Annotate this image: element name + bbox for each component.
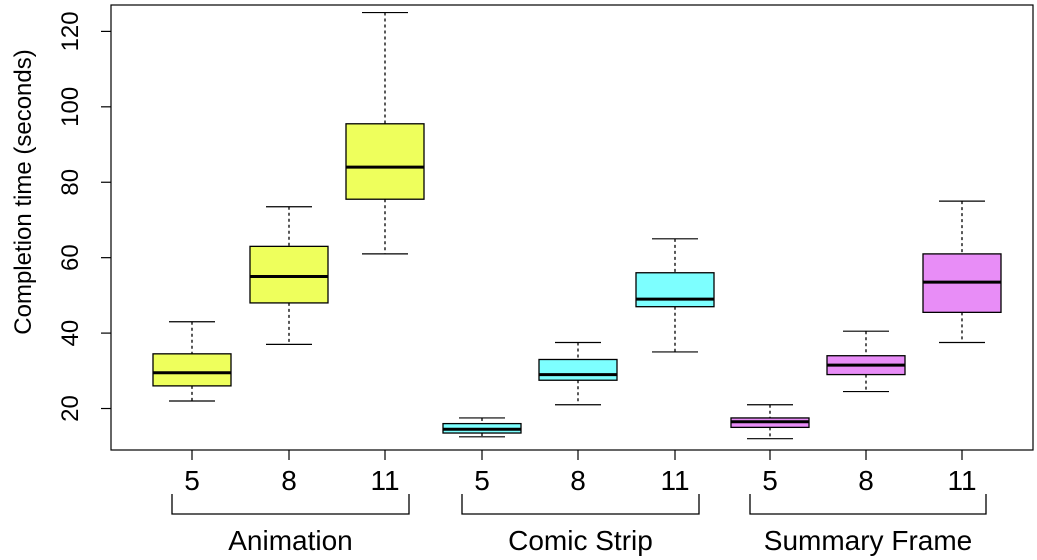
- box-animation-8: [249, 245, 329, 304]
- y-tick-label-120: 120: [57, 11, 84, 51]
- box-animation-11: [345, 123, 425, 200]
- bracket-summary-frame: [749, 494, 987, 515]
- y-axis: 20 40 60 80 100 120: [57, 11, 111, 422]
- x-tick-label-2-1: 8: [858, 465, 874, 496]
- y-tick-label-60: 60: [57, 244, 84, 271]
- x-tick-label-2-0: 5: [762, 465, 778, 496]
- group-brackets: Animation Comic Strip Summary Frame: [171, 494, 987, 556]
- plot-frame: [110, 4, 1034, 451]
- x-tick-label-2-2: 11: [947, 465, 976, 496]
- x-tick-label-0-0: 5: [184, 465, 200, 496]
- box-comic-strip-11: [635, 272, 715, 308]
- group-label-animation: Animation: [228, 525, 353, 556]
- x-axis-labels: 5 8 11 5 8 11 5 8 11: [184, 450, 977, 496]
- y-tick-label-100: 100: [57, 87, 84, 127]
- bracket-comic-strip: [461, 494, 700, 515]
- group-label-comic-strip: Comic Strip: [508, 525, 653, 556]
- box-series: [152, 11, 1002, 440]
- y-tick-label-40: 40: [57, 320, 84, 347]
- x-tick-label-1-1: 8: [570, 465, 586, 496]
- box-animation-5: [152, 353, 232, 387]
- group-label-summary-frame: Summary Frame: [764, 525, 972, 556]
- y-axis-label: Completion time (seconds): [10, 49, 37, 334]
- box-comic-strip-8: [538, 358, 618, 381]
- x-tick-label-1-0: 5: [474, 465, 490, 496]
- x-tick-label-1-2: 11: [660, 465, 689, 496]
- x-tick-label-0-2: 11: [370, 465, 399, 496]
- bracket-animation: [171, 494, 410, 515]
- x-tick-label-0-1: 8: [281, 465, 297, 496]
- y-tick-label-80: 80: [57, 169, 84, 196]
- y-tick-label-20: 20: [57, 395, 84, 422]
